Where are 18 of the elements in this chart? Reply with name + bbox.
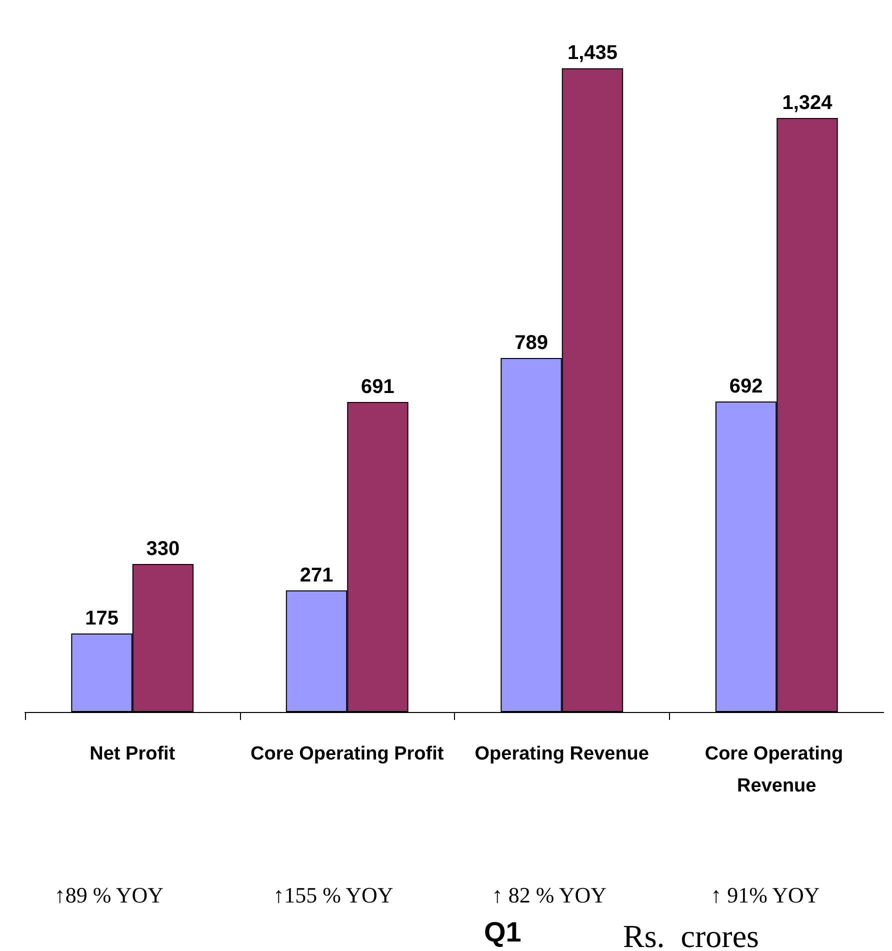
text: ↑155 % YOY [273,882,394,908]
x-tick-label: Core Operating Profit [250,744,444,764]
data-label: 691 [361,376,394,398]
text: Q1 [484,916,522,948]
x-tick-label: Operating Revenue [474,744,649,764]
text: ↑89 % YOY [54,882,164,908]
text: Rs. crores [623,918,759,951]
text: ↑ 82 % YOY [492,882,607,908]
data-label: 1,324 [782,92,834,114]
data-label: 1,435 [567,42,618,64]
data-label: 789 [514,332,548,354]
data-label: 175 [85,607,118,630]
text: ↑ 91% YOY [710,882,820,908]
data-label: 330 [146,538,180,560]
data-label: 692 [729,376,763,398]
data-label: 271 [300,564,334,586]
x-tick-label: Net Profit [90,744,176,764]
x-tick-label: Core Operating Revenue [704,744,848,796]
